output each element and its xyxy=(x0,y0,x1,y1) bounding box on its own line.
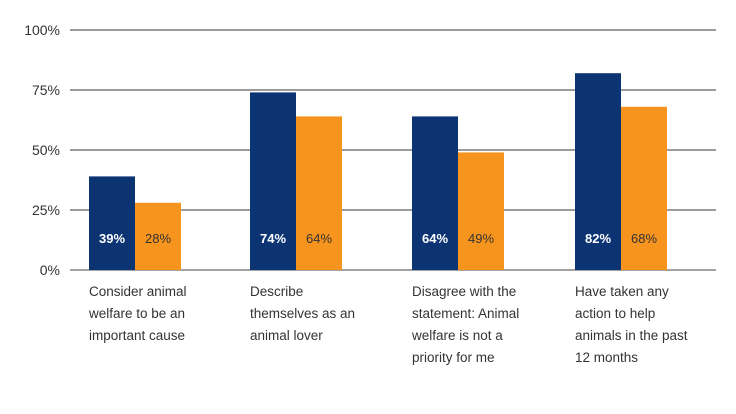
data-label: 68% xyxy=(631,231,657,246)
category-label: Have taken any action to help animals in… xyxy=(575,284,688,365)
bar-series-1 xyxy=(575,73,621,270)
category-label: Describe themselves as an animal lover xyxy=(250,284,356,343)
data-labels: 39% 28% 74% 64% 64% 49% 82% 68% xyxy=(99,231,657,246)
category-label: Consider animal welfare to be an importa… xyxy=(89,284,187,343)
bar-series-2 xyxy=(135,202,181,270)
data-label: 82% xyxy=(585,231,611,246)
bar-series-2 xyxy=(296,116,342,271)
data-label: 28% xyxy=(145,231,171,246)
y-tick-label: 75% xyxy=(32,82,60,98)
y-tick-label: 50% xyxy=(32,142,60,158)
data-label: 49% xyxy=(468,231,494,246)
bar-series-2 xyxy=(621,106,667,270)
y-tick-label: 100% xyxy=(24,22,60,38)
data-label: 74% xyxy=(260,231,286,246)
y-tick-label: 25% xyxy=(32,202,60,218)
bars xyxy=(89,73,667,271)
bar-series-1 xyxy=(89,176,135,270)
data-label: 39% xyxy=(99,231,125,246)
y-tick-label: 0% xyxy=(40,262,60,278)
data-label: 64% xyxy=(422,231,448,246)
y-axis: 0% 25% 50% 75% 100% xyxy=(24,22,60,278)
data-label: 64% xyxy=(306,231,332,246)
bar-series-2 xyxy=(458,152,504,270)
bar-series-1 xyxy=(412,116,458,271)
bar-series-1 xyxy=(250,92,296,271)
category-label: Disagree with the statement: Animal welf… xyxy=(412,284,520,365)
